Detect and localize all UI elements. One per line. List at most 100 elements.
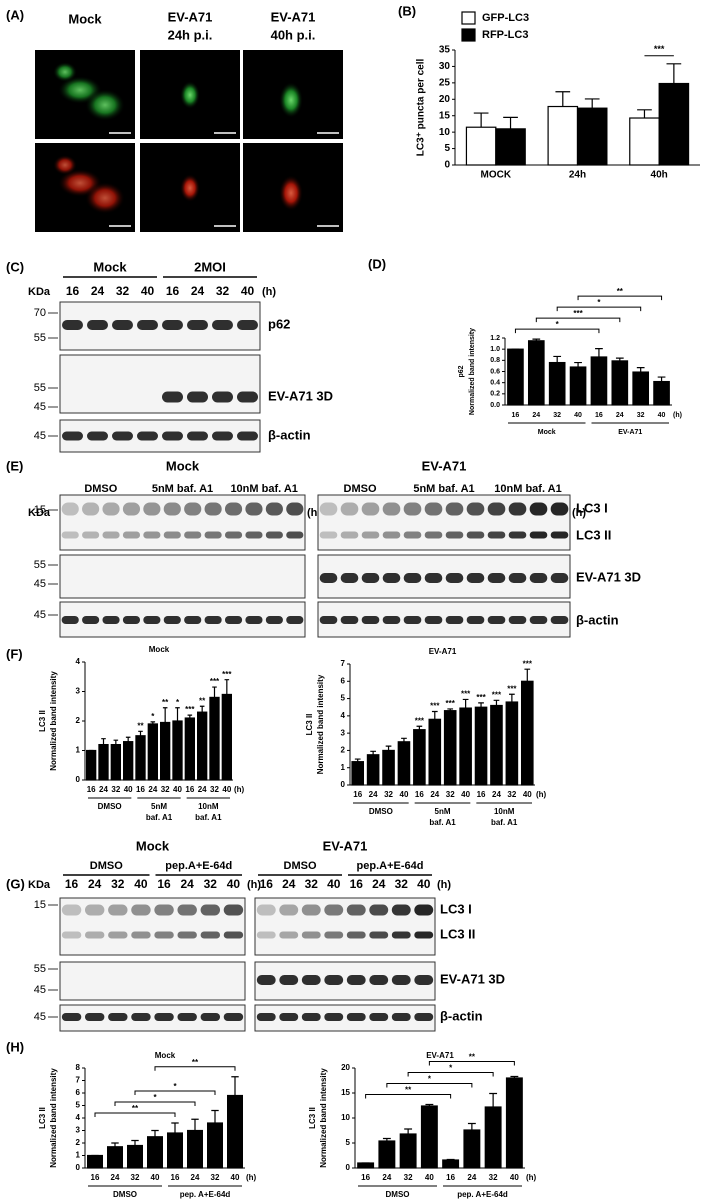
error-bar (370, 750, 376, 755)
bar (547, 105, 579, 166)
bar (126, 1144, 143, 1169)
lane-label: 24 (91, 284, 105, 298)
error-bar (401, 737, 407, 742)
significance-label: *** (492, 690, 502, 699)
band (224, 616, 243, 624)
error-bar (657, 376, 666, 382)
bar (172, 720, 183, 781)
panel-label: (A) (6, 7, 24, 22)
error-bar (125, 736, 131, 742)
x-tick-label: 40 (124, 785, 133, 794)
significance-label: * (153, 1093, 157, 1102)
bar (382, 749, 395, 786)
band-label: LC3 II (440, 926, 475, 941)
error-bar (462, 698, 469, 709)
bar (86, 749, 97, 781)
x-tick-label: 40h (651, 170, 668, 181)
significance-bracket (428, 1061, 515, 1066)
time-unit: (h) (262, 286, 276, 298)
band (403, 616, 422, 624)
band (382, 531, 401, 539)
band (112, 320, 133, 330)
group-label: baf. A1 (195, 813, 222, 822)
x-tick-label: 16 (185, 785, 194, 794)
band (382, 502, 401, 516)
band (200, 1013, 221, 1021)
bar (474, 706, 488, 786)
x-tick-label: 16 (136, 785, 145, 794)
band (102, 502, 120, 516)
x-tick-label: 40 (400, 790, 409, 799)
y-tick-label: 5 (341, 694, 346, 703)
bar (632, 371, 650, 406)
y-tick-label: 0.6 (490, 368, 500, 375)
band (224, 502, 243, 516)
y-axis-label: LC3 II (38, 710, 47, 732)
condition-title: EV-A71 (422, 458, 467, 473)
error-bar (425, 1103, 434, 1106)
y-tick-label: 4 (341, 711, 346, 720)
band (82, 531, 100, 539)
bar (209, 696, 220, 781)
column-title: Mock (68, 11, 102, 26)
band (177, 1013, 197, 1021)
band (361, 531, 380, 539)
error-bar (447, 708, 454, 711)
bar (505, 701, 519, 786)
band (445, 616, 464, 624)
band-label: LC3 I (576, 500, 608, 515)
x-unit: (h) (526, 1173, 537, 1182)
y-tick-label: 0 (346, 1163, 351, 1172)
band (84, 1013, 105, 1021)
y-tick-label: 2 (341, 746, 346, 755)
significance-label: * (597, 298, 601, 307)
error-bar (211, 1109, 219, 1123)
group-label: 5nM (435, 807, 451, 816)
x-tick-label: 16 (477, 790, 486, 799)
y-tick-label: 0 (76, 1163, 81, 1172)
bar (357, 1162, 375, 1169)
y-tick-label: 5 (346, 1138, 351, 1147)
bar (576, 107, 608, 166)
group-label: 10nM (198, 802, 219, 811)
panel-label: (C) (6, 259, 24, 274)
y-tick-label: 15 (341, 1088, 350, 1097)
group-label: EV-A71 (618, 429, 642, 436)
y-axis-label: LC3⁺ puncta per cell (416, 59, 427, 157)
x-tick-label: 32 (446, 790, 455, 799)
significance-label: ** (192, 1058, 199, 1067)
significance-bracket (535, 317, 621, 323)
bar (548, 361, 566, 406)
bar (366, 754, 380, 786)
band (137, 320, 158, 330)
bar (123, 741, 134, 781)
treatment-label: 2MOI (194, 259, 226, 274)
significance-label: *** (222, 670, 232, 679)
band (163, 616, 181, 624)
column-title: EV-A71 (271, 9, 316, 24)
band (414, 931, 434, 939)
error-bar (224, 679, 230, 695)
band (61, 531, 79, 539)
x-tick-label: 24 (430, 790, 439, 799)
band-label: EV-A71 3D (440, 971, 505, 986)
panel-label: (D) (368, 256, 386, 271)
column-title: 24h p.i. (168, 27, 213, 42)
bar (147, 1136, 164, 1169)
error-bar (595, 348, 603, 357)
panel-label: (G) (6, 876, 25, 891)
error-bar (162, 707, 168, 723)
band (324, 1013, 344, 1021)
band (112, 431, 133, 441)
bar (465, 126, 497, 166)
band (340, 502, 359, 516)
band (487, 616, 506, 624)
band (340, 531, 359, 539)
band (131, 904, 151, 916)
treatment-label: 10nM baf. A1 (494, 483, 561, 495)
y-tick-label: 5 (444, 143, 450, 154)
band (61, 502, 79, 516)
y-tick-label: 10 (341, 1113, 350, 1122)
band (122, 531, 141, 539)
band (391, 931, 411, 939)
